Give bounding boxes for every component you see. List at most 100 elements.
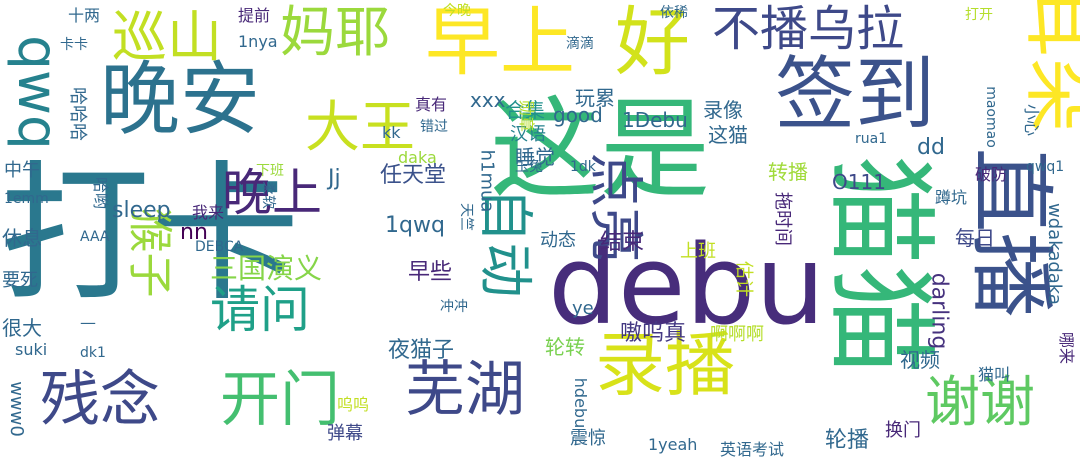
- word-cloud-word: kk: [382, 123, 401, 142]
- word-cloud-word: 早上: [425, 0, 576, 86]
- word-cloud-word: ye: [572, 298, 594, 319]
- word-cloud-word: 弹幕: [327, 423, 363, 444]
- word-cloud-word: 十两: [68, 6, 101, 25]
- word-cloud-word: 动态: [540, 230, 576, 251]
- word-cloud-word: O111: [832, 170, 886, 194]
- word-cloud-word: 晚上: [222, 164, 322, 222]
- word-cloud-word: 巡山: [112, 5, 223, 69]
- word-cloud-word: 猫叫: [978, 365, 1011, 384]
- word-cloud-word: 我来: [192, 203, 225, 222]
- word-cloud-word: 轮播: [825, 428, 870, 453]
- word-cloud-word: 录像: [703, 98, 743, 122]
- word-cloud-word: 合集: [505, 98, 545, 122]
- word-cloud-word: 哈哈哈: [67, 87, 88, 141]
- word-cloud-word: 蹲坑: [935, 188, 968, 207]
- word-cloud-word: 打开: [965, 7, 993, 23]
- word-cloud-word: 谢谢: [925, 370, 1036, 434]
- word-cloud-word: 睡觉: [515, 145, 555, 169]
- word-cloud-word: DEBCA: [195, 239, 244, 255]
- word-cloud-word: debu: [548, 221, 826, 349]
- word-cloud-word: 玩累: [575, 86, 615, 110]
- word-cloud-word: 结束: [600, 230, 645, 255]
- word-cloud-word: 签到: [775, 48, 935, 141]
- word-cloud-word: 柔软: [260, 181, 276, 209]
- word-cloud-word: 要死: [2, 270, 38, 291]
- word-cloud-word: 啊啊啊: [710, 324, 764, 345]
- word-cloud-word: 上班: [680, 241, 716, 262]
- word-cloud-word: 1emm: [4, 191, 49, 207]
- word-cloud-word: 这是: [490, 86, 710, 214]
- word-cloud-word: 好: [615, 0, 691, 86]
- word-cloud-word: 哈哟: [91, 176, 111, 210]
- word-cloud-word: qwq: [5, 35, 70, 150]
- word-cloud-word: 拖时间: [772, 192, 793, 246]
- word-cloud-word: 哪来: [1057, 331, 1077, 365]
- word-cloud-word: —: [80, 313, 96, 332]
- word-cloud-word: rua1: [855, 131, 888, 147]
- word-cloud-word: sleep: [112, 198, 171, 223]
- word-cloud-word: dd: [917, 135, 945, 160]
- word-cloud-word: 1dk: [570, 159, 596, 175]
- word-cloud-word: 嗷呜真: [620, 321, 687, 346]
- word-cloud-word: 晚安: [100, 53, 260, 146]
- word-cloud-word: dk1: [80, 345, 106, 361]
- word-cloud-word: daka: [398, 148, 437, 167]
- word-cloud-word: 视频: [900, 348, 940, 372]
- word-cloud-word: 很大: [2, 316, 42, 340]
- word-cloud-word: 估计: [733, 261, 754, 297]
- word-cloud-word: www0: [5, 381, 27, 437]
- word-cloud-word: 三国演义: [210, 252, 323, 285]
- word-cloud-word: 残念: [40, 365, 160, 435]
- word-cloud-word: 芜湖: [405, 355, 525, 425]
- word-cloud-word: 破防: [975, 165, 1008, 184]
- word-cloud-word: maomao: [982, 86, 999, 148]
- word-cloud-word: 震惊: [570, 428, 606, 449]
- word-cloud-word: 下班: [256, 163, 284, 179]
- word-cloud-word: 轮转: [545, 335, 585, 359]
- word-cloud-word: 英语考试: [720, 440, 785, 459]
- word-cloud-word: 卡卡: [60, 37, 88, 53]
- word-cloud-word: 错过: [420, 119, 448, 135]
- word-cloud-word: 任天堂: [380, 163, 447, 188]
- word-cloud-word: Jj: [328, 166, 341, 191]
- word-cloud-word: 不播乌拉: [712, 1, 905, 57]
- word-cloud-word: 滴滴: [566, 36, 594, 52]
- word-cloud-word: 录播: [595, 324, 735, 406]
- word-cloud-word: hdebu: [571, 377, 591, 429]
- word-cloud-word: 休息: [2, 226, 42, 250]
- word-cloud-word: nn: [180, 220, 208, 245]
- word-cloud-word: 勋章: [517, 99, 537, 133]
- word-cloud-word: xxx: [470, 88, 506, 112]
- word-cloud-word: 冲冲: [440, 299, 468, 315]
- word-cloud-word: 真有: [415, 95, 448, 114]
- word-cloud-word: 大王: [305, 95, 416, 159]
- word-cloud-word: 早些: [408, 260, 453, 285]
- word-cloud-word: 每日: [955, 226, 995, 250]
- word-cloud-word: 这猫: [708, 123, 748, 147]
- word-cloud-word: 1yeah: [648, 435, 698, 454]
- word-cloud-word: 夜猫子: [388, 338, 455, 363]
- word-cloud-word: AAA: [80, 229, 110, 245]
- word-cloud-word: 玉兔: [515, 159, 543, 175]
- word-cloud-word: 打卡: [0, 148, 301, 322]
- word-cloud-word: suki: [15, 340, 48, 359]
- word-cloud-word: darling: [926, 272, 952, 350]
- word-cloud-word: 今晚: [443, 3, 471, 19]
- word-cloud-word: 请问: [210, 281, 310, 339]
- word-cloud-word: 妈耶: [280, 0, 391, 64]
- word-cloud-word: 1nya: [238, 32, 278, 51]
- word-cloud-word: h1mua: [476, 149, 498, 213]
- word-cloud-word: 呜呜: [337, 395, 370, 414]
- word-cloud-word: 转播: [768, 160, 808, 184]
- word-cloud-word: 1qwq: [385, 213, 445, 238]
- word-cloud-word: 小心: [1022, 103, 1042, 137]
- word-cloud-word: 1Debu: [622, 108, 688, 132]
- word-cloud-word: 天竺: [458, 203, 474, 231]
- word-cloud-word: 汉语: [510, 124, 546, 145]
- word-cloud-word: 换门: [885, 420, 921, 441]
- word-cloud-word: 依稀: [660, 5, 688, 21]
- word-cloud-word: 中午: [4, 160, 40, 181]
- word-cloud-word: good: [553, 103, 603, 127]
- word-cloud-word: wdakadaka: [1043, 203, 1065, 305]
